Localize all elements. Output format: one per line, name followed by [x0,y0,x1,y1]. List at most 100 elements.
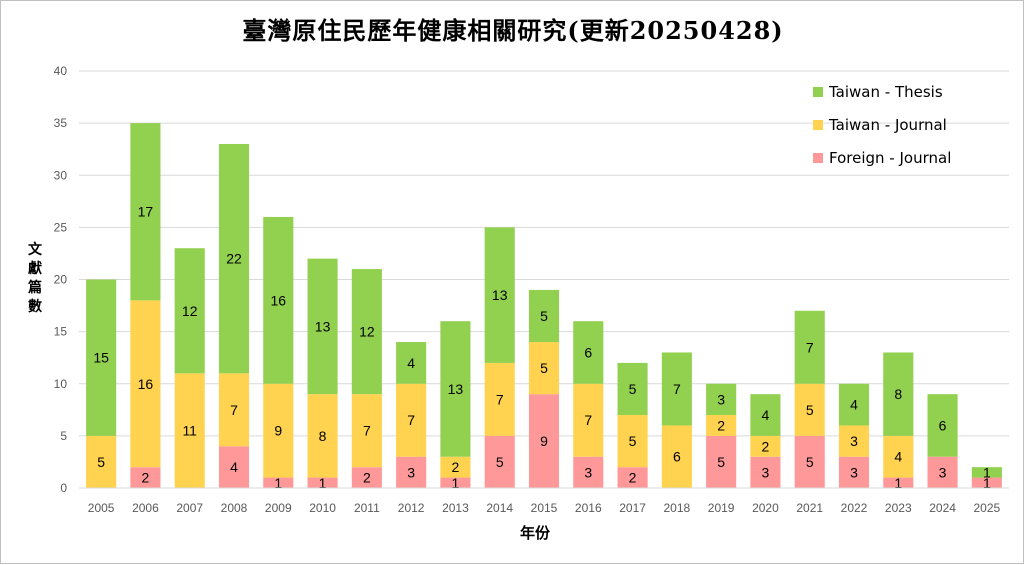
x-tick-label: 2010 [309,501,336,515]
legend-swatch [813,152,823,163]
data-label: 15 [93,350,109,366]
bar-segment [528,394,560,488]
bar-segment [838,383,870,426]
bar-segment [351,269,382,395]
data-label: 3 [850,433,858,449]
data-label: 1 [894,475,902,491]
data-label: 1 [274,475,282,491]
legend-swatch [813,119,823,130]
bar-segment [263,383,294,478]
bar-segment [307,394,338,478]
legend-label: Foreign - Journal [829,148,952,167]
x-tick-label: 2009 [265,501,292,515]
data-label: 13 [492,287,508,303]
legend-swatch [813,86,823,97]
data-label: 9 [274,423,282,439]
legend-item: Taiwan - Thesis [813,75,951,108]
y-axis-label-char: 數 [28,299,42,315]
y-tick-label: 20 [54,273,68,287]
bar-segment [617,362,648,416]
bar-segment [263,216,294,384]
data-label: 3 [850,464,858,480]
data-label: 3 [407,464,415,480]
bar-segment [927,394,958,457]
bar-segment [573,321,604,384]
data-label: 16 [270,292,286,308]
data-label: 7 [806,339,814,355]
bar-segment [440,321,471,457]
x-tick-label: 2016 [575,501,602,515]
data-label: 8 [319,428,327,444]
x-tick-label: 2014 [486,501,513,515]
data-label: 1 [983,475,991,491]
y-tick-label: 35 [54,116,68,130]
x-tick-label: 2018 [664,501,691,515]
data-label: 4 [407,355,415,371]
bar-segment [661,425,692,488]
bar-segment [617,415,648,468]
bar-segment [351,394,382,468]
bar-segment [573,383,604,457]
data-label: 17 [138,204,154,220]
y-tick-label: 25 [54,220,68,234]
bar-segment [750,456,781,488]
data-label: 7 [363,423,371,439]
data-label: 3 [717,391,725,407]
x-tick-label: 2006 [132,501,159,515]
bar-segment [484,362,515,436]
data-label: 1 [983,464,991,480]
data-label: 2 [452,459,460,475]
data-label: 6 [939,417,947,433]
x-tick-label: 2012 [398,501,425,515]
data-label: 5 [97,454,105,470]
bar-segment [440,456,471,478]
bar-segment [130,300,161,468]
legend-item: Foreign - Journal [813,141,951,174]
data-label: 3 [762,464,770,480]
x-axis-label: 年份 [519,524,550,542]
data-label: 12 [359,324,375,340]
bar-segment [971,477,1002,488]
bar-segment [528,342,560,395]
data-label: 11 [182,423,197,439]
bar-segment [706,435,737,488]
bar-segment [528,289,560,343]
bar-segment [927,456,958,488]
data-label: 6 [673,449,681,465]
y-tick-label: 40 [54,64,68,78]
x-tick-label: 2011 [354,501,380,515]
data-label: 1 [319,475,327,491]
bar-segment [573,456,604,488]
bar-segment [86,279,117,436]
x-tick-label: 2020 [752,501,779,515]
data-label: 4 [850,397,858,413]
y-tick-label: 15 [54,325,68,339]
bar-segment [706,383,737,416]
bar-segment [218,446,250,488]
data-label: 22 [226,251,242,267]
chart-title: 臺灣原住民歷年健康相關研究(更新20250428) [242,16,784,45]
data-label: 5 [806,402,814,418]
data-label: 4 [894,449,902,465]
bar-segment [971,467,1002,478]
x-tick-label: 2008 [221,501,248,515]
data-label: 2 [142,470,150,486]
bar-segment [307,258,338,395]
bar-segment [174,248,205,374]
bar-segment [883,352,914,436]
bar-segment [218,373,250,447]
x-tick-label: 2019 [708,501,735,515]
bar-segment [838,456,870,488]
x-tick-label: 2023 [885,501,912,515]
data-label: 7 [584,412,592,428]
bar-segment [706,415,737,436]
bar-segment [307,477,338,488]
x-tick-label: 2015 [531,501,558,515]
y-axis-label-char: 文 [28,242,42,258]
data-label: 7 [407,412,415,428]
legend: Taiwan - Thesis Taiwan - Journal Foreign -… [813,75,951,174]
bar-segment [174,373,205,488]
data-label: 6 [584,344,592,360]
data-label: 7 [230,402,238,418]
data-label: 16 [138,376,154,392]
